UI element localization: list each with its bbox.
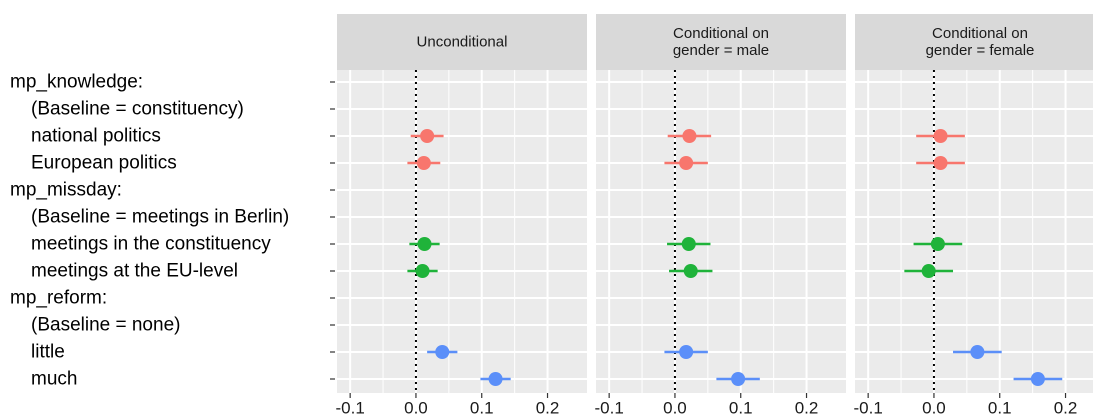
facet-title: Conditional on bbox=[932, 25, 1028, 42]
estimate-point bbox=[681, 237, 696, 251]
row-label: national politics bbox=[31, 126, 161, 147]
row-label: meetings in the constituency bbox=[31, 234, 271, 255]
x-tick-label: -0.1 bbox=[854, 399, 883, 417]
estimate-point bbox=[970, 345, 985, 359]
estimate-point bbox=[731, 372, 746, 386]
x-tick-label: 0.0 bbox=[663, 399, 687, 417]
panel-background bbox=[855, 70, 1093, 393]
estimate-point bbox=[933, 156, 948, 170]
panel-background bbox=[596, 70, 846, 393]
row-label: little bbox=[31, 342, 65, 363]
row-label: European politics bbox=[31, 153, 177, 174]
x-tick-label: 0.0 bbox=[922, 399, 946, 417]
facet-title: Unconditional bbox=[417, 34, 508, 51]
x-tick-label: 0.2 bbox=[795, 399, 819, 417]
estimate-point bbox=[1030, 372, 1045, 386]
estimate-point bbox=[488, 372, 503, 386]
facet-strip bbox=[337, 14, 587, 70]
panel-background bbox=[337, 70, 587, 393]
estimate-point bbox=[416, 156, 431, 170]
estimate-point bbox=[921, 264, 936, 278]
row-label: (Baseline = none) bbox=[31, 315, 180, 336]
x-tick-label: -0.1 bbox=[595, 399, 624, 417]
estimate-point bbox=[682, 129, 697, 143]
estimate-point bbox=[679, 156, 694, 170]
facet-title: gender = male bbox=[673, 42, 769, 59]
estimate-point bbox=[933, 129, 948, 143]
facet-title: gender = female bbox=[926, 42, 1035, 59]
row-label: much bbox=[31, 369, 77, 390]
estimate-point bbox=[930, 237, 945, 251]
row-label: (Baseline = constituency) bbox=[31, 99, 244, 120]
x-tick-label: 0.1 bbox=[729, 399, 753, 417]
x-tick-label: 0.1 bbox=[988, 399, 1012, 417]
row-label: (Baseline = meetings in Berlin) bbox=[31, 207, 289, 228]
estimate-point bbox=[415, 264, 430, 278]
estimate-point bbox=[417, 237, 432, 251]
x-tick-label: 0.2 bbox=[1054, 399, 1078, 417]
estimate-point bbox=[435, 345, 450, 359]
row-label: mp_reform: bbox=[10, 288, 107, 309]
facet-title: Conditional on bbox=[673, 25, 769, 42]
x-tick-label: 0.2 bbox=[536, 399, 560, 417]
row-label: mp_knowledge: bbox=[10, 72, 143, 93]
estimate-point bbox=[679, 345, 694, 359]
x-tick-label: -0.1 bbox=[336, 399, 365, 417]
estimate-point bbox=[420, 129, 435, 143]
row-label: mp_missday: bbox=[10, 180, 122, 201]
facet-strip bbox=[855, 14, 1093, 70]
x-tick-label: 0.0 bbox=[404, 399, 428, 417]
facet-strip bbox=[596, 14, 846, 70]
row-label: meetings at the EU-level bbox=[31, 261, 238, 282]
x-tick-label: 0.1 bbox=[470, 399, 494, 417]
estimate-point bbox=[683, 264, 698, 278]
